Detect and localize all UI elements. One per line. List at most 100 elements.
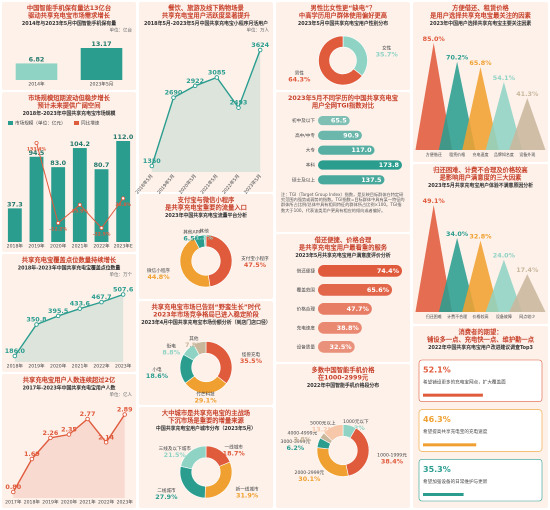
- chart-subtitle: 2018年-2023年中国共享充电宝市场规模: [23, 110, 116, 117]
- bar: [51, 167, 66, 242]
- legend-label: 同比增速: [81, 120, 100, 127]
- category-label: 充电速度: [473, 151, 489, 157]
- value-label: 1350: [143, 157, 161, 165]
- value-label: 80.7: [94, 161, 110, 169]
- triangle: [462, 67, 499, 150]
- panel-title: 共享充电宝用户活跃度显著提升: [162, 11, 251, 20]
- point: [214, 75, 220, 80]
- slice-value: 18.6%: [146, 372, 169, 380]
- slice-value: 8.8%: [162, 348, 180, 356]
- value-label: 70.2%: [446, 54, 469, 62]
- chart-subtitle: 2017年-2023年中国共享充电宝用户人数: [23, 385, 116, 392]
- value-label: 13.17: [91, 40, 111, 48]
- ranking-text: 希望加强设备的日常维护与更新: [423, 478, 488, 485]
- panel-title: 共享充电宝市场已告别“野蛮生长”时代: [151, 302, 261, 311]
- panel-title: 中国智能手机保有量达13亿台: [27, 3, 111, 12]
- chart-subtitle: 2023年5月中国共享充电宝用户性别分布: [298, 20, 388, 27]
- unit-label: 单位：亿台: [110, 27, 133, 34]
- bar: [318, 175, 385, 185]
- chart-subtitle: 2023年5月共享充电宝用户满意度评价分析: [295, 252, 390, 259]
- point: [77, 306, 83, 311]
- x-tick-label: 2023年E: [114, 243, 133, 250]
- value-label: 83.0: [50, 159, 66, 167]
- slice-name: 其他: [189, 335, 199, 342]
- note: 注：TGI（Target Group Index）指数，是反映目标群体在特定研究…: [281, 192, 405, 213]
- value-label: 117.0: [351, 146, 372, 154]
- bar: [116, 141, 131, 242]
- category-label: 硕士及以上: [292, 176, 315, 183]
- value-label: 90.9: [343, 131, 359, 139]
- bar: [318, 303, 372, 315]
- category-label: 归还困难: [426, 313, 442, 319]
- slice-name: 4000-4999元: [288, 431, 318, 437]
- growth-label: -22.5%: [93, 232, 111, 238]
- slice-name: 一线城市: [225, 444, 244, 451]
- slice-value: 6.5%: [183, 235, 201, 243]
- panel-title: 中高学历用户群体使用偏好更高: [299, 11, 388, 20]
- panel-title: 消费者的期望：: [458, 327, 502, 336]
- value-label: 1.69: [24, 450, 40, 458]
- ranking-value: 46.3%: [423, 415, 451, 424]
- unit-label: 单位：亿人: [110, 391, 133, 398]
- line: [14, 293, 124, 357]
- value-label: 2.26: [43, 429, 59, 437]
- value-label: 85.0%: [423, 35, 446, 43]
- category-label: 初中及以下: [292, 117, 315, 124]
- donut-slice: [318, 35, 363, 86]
- panel-title: 铺设多一点、充电快一点、维护勤一点: [427, 335, 535, 344]
- bar: [318, 284, 393, 296]
- panel-title: 2023年5月不同学历的中国共享充电宝: [288, 93, 399, 102]
- x-tick-label: 2018年: [7, 243, 24, 250]
- value-label: 350.8: [26, 315, 47, 323]
- slice-name: 微信小程序: [147, 267, 170, 274]
- bar: [94, 169, 109, 242]
- slice-name: 街电: [167, 342, 177, 349]
- point: [103, 440, 109, 445]
- growth-point: [77, 202, 82, 207]
- slice-value: 35.5%: [240, 357, 263, 365]
- slice-value: 31.9%: [236, 492, 259, 500]
- slice-name: 女性: [382, 45, 392, 52]
- point: [192, 83, 198, 89]
- slice-name: 其他: [200, 228, 210, 235]
- value-label: 3085: [208, 68, 226, 76]
- category-label: 设备故障: [496, 313, 512, 319]
- slice-name: 1000元以下: [343, 419, 369, 425]
- value-label: 2.35: [61, 426, 77, 434]
- x-tick-label: 2019年: [28, 243, 45, 250]
- growth-point: [99, 225, 104, 230]
- donut-slice: [205, 234, 233, 288]
- panel-title: 下沉市场是重要的增量来源: [168, 416, 244, 425]
- growth-point: [56, 221, 61, 226]
- category-label: 设备质量: [297, 343, 316, 350]
- slice-value: 27.9%: [155, 493, 178, 501]
- value-label: 112.0: [113, 133, 134, 141]
- point: [120, 292, 126, 297]
- chart-subtitle: 中国共享充电宝用户城市分布（2023年5月）: [156, 425, 256, 432]
- chart-subtitle: 2018年-2023年中国共享充电宝覆盖点位数量: [18, 265, 121, 272]
- point: [257, 47, 263, 53]
- value-label: 32.5%: [330, 343, 353, 351]
- category-label: 计费不合理: [447, 313, 467, 319]
- bar: [15, 63, 58, 80]
- panel-title: 方便借还、租赁价格: [452, 3, 509, 12]
- donut-slice: [203, 234, 207, 248]
- panel-title: 用户全网TGI指数对比: [311, 101, 375, 110]
- panel-title: 多数中国智能手机价格: [312, 365, 376, 374]
- value-label: 467.7: [91, 293, 111, 301]
- x-tick-label: 2020年: [50, 243, 67, 250]
- triangle: [415, 205, 452, 312]
- ranking-bar: [423, 393, 483, 397]
- panel-title: 是共享充电宝用户最看重的服务: [298, 243, 388, 252]
- legend-label: 市场规模（单位：亿元）: [15, 120, 66, 127]
- bar: [7, 208, 22, 242]
- growth-point: [34, 140, 39, 145]
- area: [14, 294, 124, 362]
- triangle: [415, 43, 452, 150]
- x-tick-label: 2021年: [72, 243, 89, 250]
- category-label: 价格合理: [297, 305, 316, 312]
- chart-subtitle: 2023年4月中国共享充电宝市场份额分析（到店门店口径）: [141, 319, 271, 326]
- slice-name: 二线城市: [157, 487, 176, 494]
- slice-name: 男性: [295, 69, 305, 76]
